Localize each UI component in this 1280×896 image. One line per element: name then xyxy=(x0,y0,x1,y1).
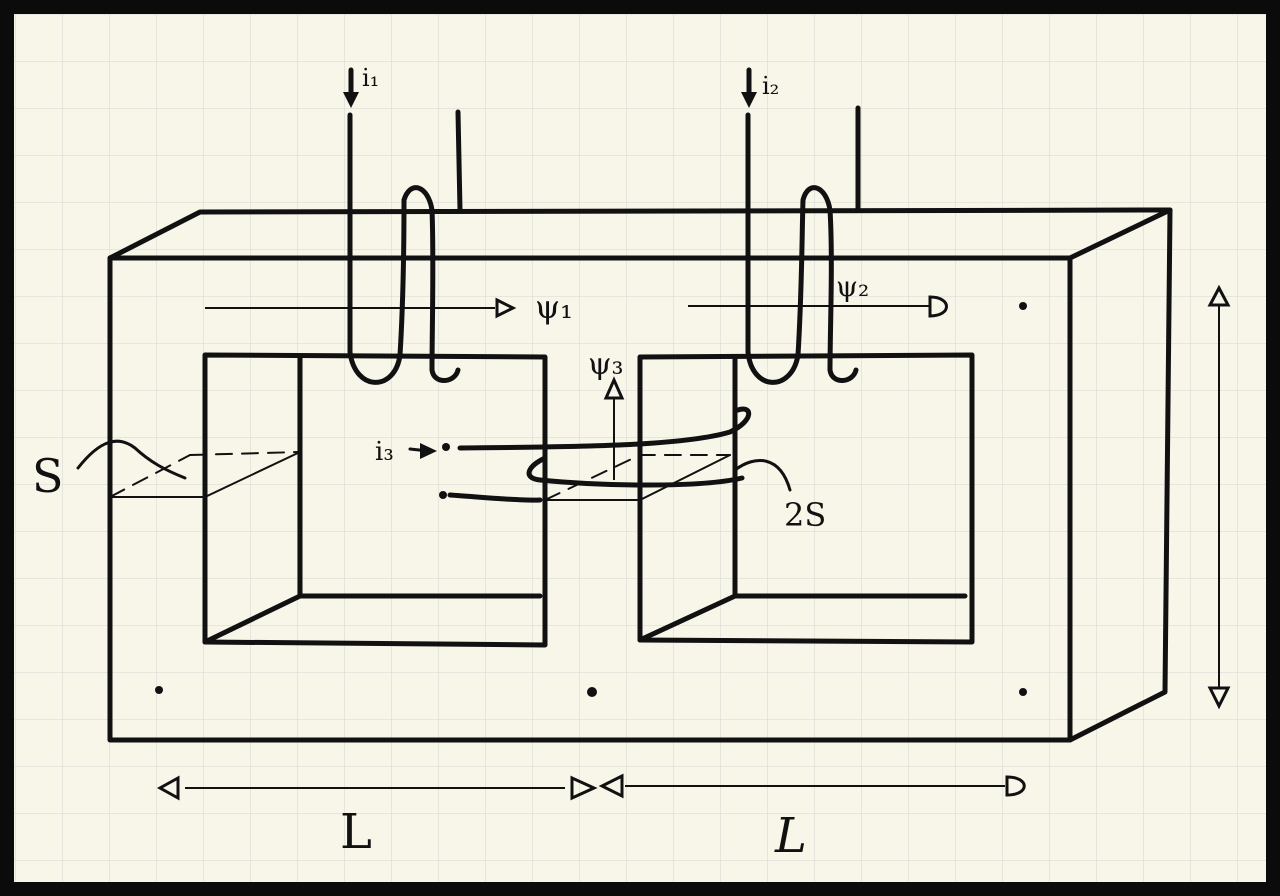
coil-2 xyxy=(745,105,861,385)
flux-2-arrow xyxy=(688,295,948,318)
area-s-label: S xyxy=(32,449,64,503)
flux-3-arrow xyxy=(603,376,625,480)
left-window-depth xyxy=(202,354,543,645)
coil-3-terminal-top xyxy=(442,443,450,451)
s-pointer xyxy=(76,439,187,480)
height-dimension xyxy=(1207,284,1231,710)
flux-1-label: ψ₁ xyxy=(535,288,573,326)
flux-2-label: ψ₂ xyxy=(836,270,869,303)
current-1-arrow-icon xyxy=(343,92,359,108)
right-window-depth xyxy=(637,354,968,643)
right-window xyxy=(637,352,975,645)
length-left-label: L xyxy=(340,804,372,860)
length-right-label: L xyxy=(774,808,807,864)
coil-3 xyxy=(447,406,752,503)
length-dimension-right xyxy=(598,773,1026,799)
current-2-label: i₂ xyxy=(762,72,779,100)
cross-section-s xyxy=(76,439,301,498)
area-2s-label: 2S xyxy=(784,496,826,534)
core-top-face xyxy=(107,207,1173,261)
flux-3-label: ψ₃ xyxy=(588,347,624,382)
coil-3-terminal-bottom xyxy=(439,491,447,499)
flux-1-arrow xyxy=(205,297,517,319)
current-1-label: i₁ xyxy=(362,64,379,92)
length-dimension-left xyxy=(156,775,598,801)
2s-pointer xyxy=(733,458,792,492)
core-side-face xyxy=(1067,207,1173,743)
coil-1 xyxy=(347,109,463,385)
current-3-label: i₃ xyxy=(375,437,394,467)
reference-dots xyxy=(155,302,1027,697)
current-2-arrow-icon xyxy=(741,92,757,108)
